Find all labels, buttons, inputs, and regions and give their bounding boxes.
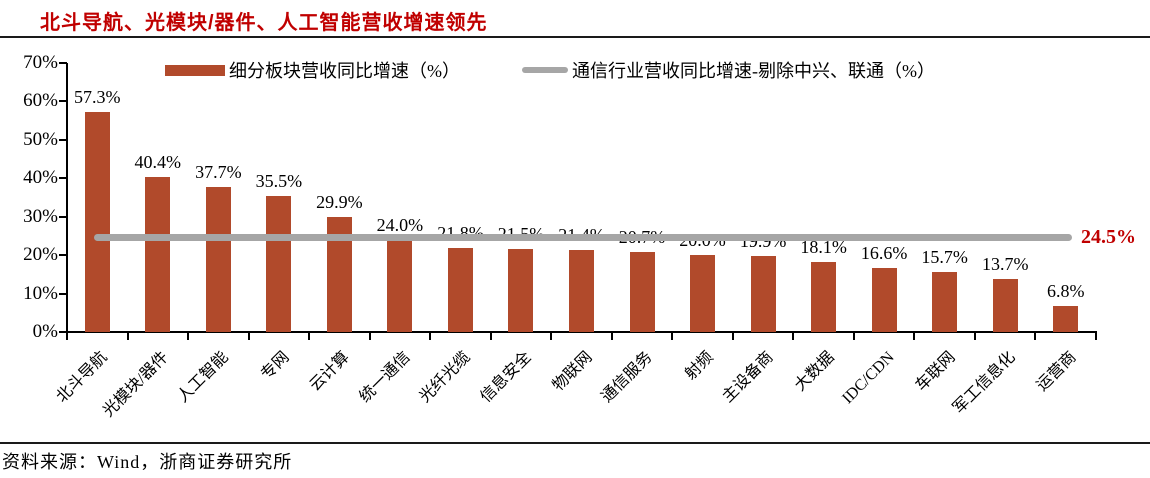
bar-value-label: 57.3% xyxy=(74,86,121,107)
x-axis-label: 大数据 xyxy=(791,348,838,395)
bar xyxy=(205,187,231,332)
y-axis xyxy=(66,63,68,333)
legend-bar-label: 细分板块营收同比增速（%） xyxy=(229,61,460,81)
bar xyxy=(690,255,716,332)
bar-value-label: 13.7% xyxy=(981,254,1029,275)
y-axis-tick xyxy=(59,177,67,180)
bar xyxy=(811,262,837,332)
y-axis-tick-label: 10% xyxy=(23,282,58,304)
chart-title: 北斗导航、光模块/器件、人工智能营收增速领先 xyxy=(40,12,488,34)
bar xyxy=(387,239,413,332)
legend-bar-swatch xyxy=(165,64,225,76)
x-axis-label: 射频 xyxy=(681,348,717,384)
y-axis-tick xyxy=(59,254,67,257)
y-axis-tick-label: 0% xyxy=(32,321,58,342)
bar xyxy=(1053,305,1079,332)
y-axis-tick xyxy=(59,215,67,218)
bar-value-label: 40.4% xyxy=(134,151,182,172)
y-axis-tick-label: 40% xyxy=(23,167,58,189)
x-axis-tick xyxy=(1095,332,1097,340)
x-axis-label: 车联网 xyxy=(912,348,959,395)
x-axis-tick xyxy=(610,332,613,340)
legend-item-bar-series: 细分板块营收同比增速（%） xyxy=(165,58,460,82)
x-axis-label: 信息安全 xyxy=(477,348,535,406)
bar xyxy=(871,268,897,332)
bar xyxy=(629,252,655,332)
bar xyxy=(569,249,594,332)
y-axis-tick-label: 60% xyxy=(23,90,58,112)
title-divider xyxy=(0,36,1150,38)
x-axis-tick xyxy=(550,332,553,340)
x-axis-tick xyxy=(66,332,68,340)
y-axis-tick-label: 70% xyxy=(23,52,58,73)
y-axis-tick xyxy=(59,331,67,333)
x-axis-tick xyxy=(913,332,916,340)
x-axis-tick xyxy=(489,332,492,340)
bar-value-label: 35.5% xyxy=(255,170,303,191)
x-axis-tick xyxy=(731,332,734,340)
bar-value-label: 15.7% xyxy=(921,246,968,267)
x-axis-tick xyxy=(1034,332,1037,340)
x-axis-tick xyxy=(308,332,311,340)
bar-value-label: 18.1% xyxy=(800,237,847,258)
bar-value-label: 24.0% xyxy=(376,214,424,235)
x-axis-label: 主设备商 xyxy=(719,348,777,406)
x-axis-label: 军工信息化 xyxy=(950,348,1019,418)
source-note: 资料来源：Wind，浙商证券研究所 xyxy=(2,452,293,472)
bar-value-label: 37.7% xyxy=(195,162,242,183)
bar xyxy=(932,271,958,332)
bar-value-label: 6.8% xyxy=(1046,280,1085,301)
x-axis-tick xyxy=(973,332,976,340)
legend-item-line-series: 通信行业营收同比增速-剔除中兴、联通（%） xyxy=(522,58,935,82)
source-divider xyxy=(0,442,1150,444)
bar xyxy=(84,111,110,332)
bar xyxy=(266,195,292,332)
x-axis-label: 统一通信 xyxy=(356,348,414,406)
bar xyxy=(750,255,776,332)
bar-value-label: 29.9% xyxy=(316,192,363,213)
x-axis xyxy=(66,331,1097,333)
y-axis-tick-label: 20% xyxy=(23,244,58,266)
x-axis-tick xyxy=(187,332,190,340)
x-axis-label: IDC/CDN xyxy=(839,348,898,408)
x-axis-tick xyxy=(852,332,855,340)
y-axis-tick xyxy=(59,138,67,141)
y-axis-tick xyxy=(59,292,67,295)
x-axis-label: 运营商 xyxy=(1033,348,1080,395)
x-axis-tick xyxy=(671,332,674,340)
y-axis-tick-label: 50% xyxy=(23,128,58,150)
y-axis-tick xyxy=(59,62,67,64)
bar xyxy=(447,248,473,332)
x-axis-tick xyxy=(126,332,129,340)
x-axis-label: 通信服务 xyxy=(598,348,656,406)
legend-line-label: 通信行业营收同比增速-剔除中兴、联通（%） xyxy=(572,61,935,81)
reference-line xyxy=(94,234,1072,242)
bar xyxy=(508,249,534,332)
y-axis-tick xyxy=(59,100,67,103)
x-axis-tick xyxy=(792,332,795,340)
bar-value-label: 16.6% xyxy=(860,243,908,264)
x-axis-tick xyxy=(368,332,371,340)
reference-line-label: 24.5% xyxy=(1081,225,1136,248)
bar xyxy=(145,176,171,332)
x-axis-tick xyxy=(429,332,432,340)
y-axis-tick-label: 30% xyxy=(23,205,58,227)
x-axis-label: 光纤光缆 xyxy=(416,348,475,406)
x-axis-tick xyxy=(247,332,250,340)
legend-line-swatch xyxy=(522,67,568,73)
bar xyxy=(992,279,1018,332)
x-axis-label: 物联网 xyxy=(549,348,596,395)
